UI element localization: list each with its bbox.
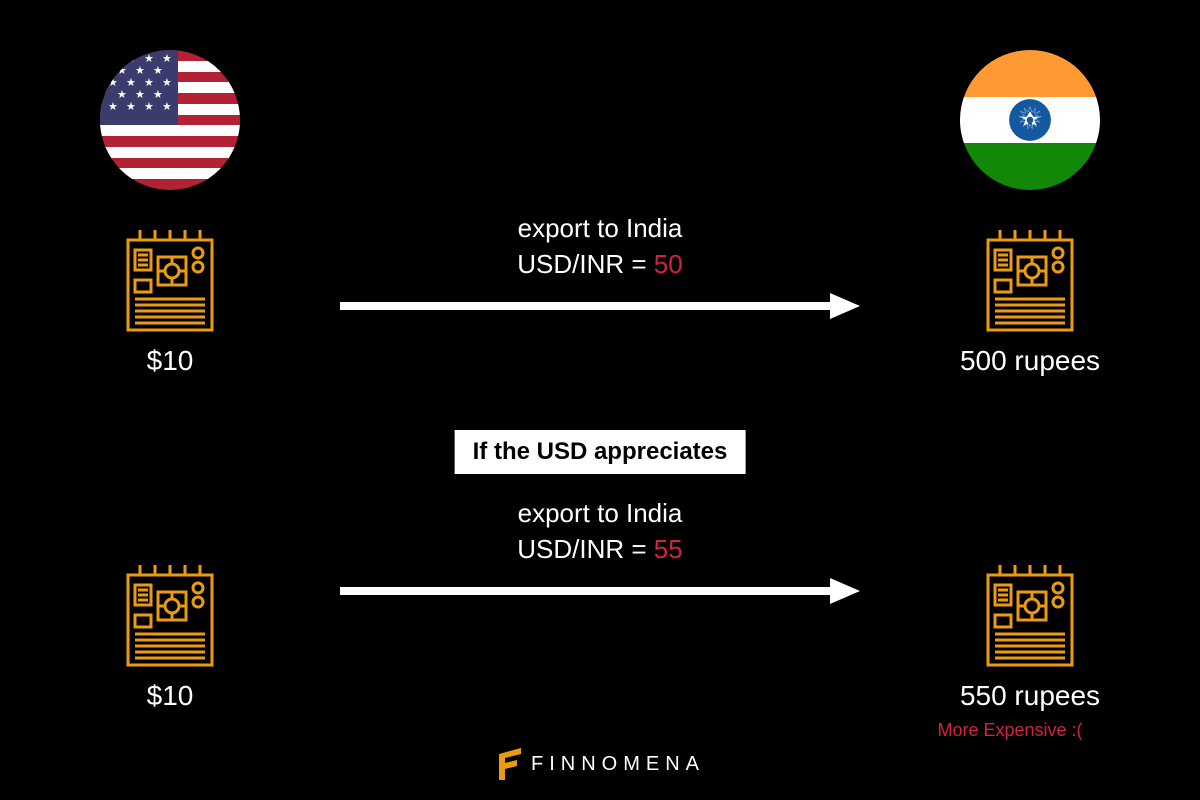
rate-label-1: USD/INR =	[517, 249, 654, 279]
rate-label-2: USD/INR =	[517, 534, 654, 564]
export-label-2: export to India	[518, 498, 683, 528]
export-arrow-1: export to India USD/INR = 50	[340, 210, 860, 326]
scenario-divider: If the USD appreciates	[455, 430, 746, 474]
arrow-right-icon	[340, 291, 860, 321]
circuit-board-icon	[120, 560, 220, 670]
us-flag-icon: ★ ★ ★ ★ ★ ★ ★ ★ ★ ★ ★ ★ ★ ★ ★ ★ ★ ★	[100, 50, 240, 190]
circuit-board-icon	[980, 225, 1080, 335]
export-arrow-2: export to India USD/INR = 55	[340, 495, 860, 611]
logo-text: FINNOMENA	[531, 753, 705, 776]
left-price-1: $10	[100, 345, 240, 377]
right-price-2: 550 rupees	[940, 680, 1120, 712]
left-price-2: $10	[100, 680, 240, 712]
arrow-right-icon	[340, 576, 860, 606]
india-flag-icon	[960, 50, 1100, 190]
right-price-1: 500 rupees	[940, 345, 1120, 377]
more-expensive-note: More Expensive :(	[920, 720, 1100, 741]
logo-f-icon	[495, 748, 523, 780]
circuit-board-icon	[980, 560, 1080, 670]
finnomena-logo: FINNOMENA	[495, 748, 705, 780]
rate-value-1: 50	[654, 249, 683, 279]
export-label-1: export to India	[518, 213, 683, 243]
circuit-board-icon	[120, 225, 220, 335]
rate-value-2: 55	[654, 534, 683, 564]
